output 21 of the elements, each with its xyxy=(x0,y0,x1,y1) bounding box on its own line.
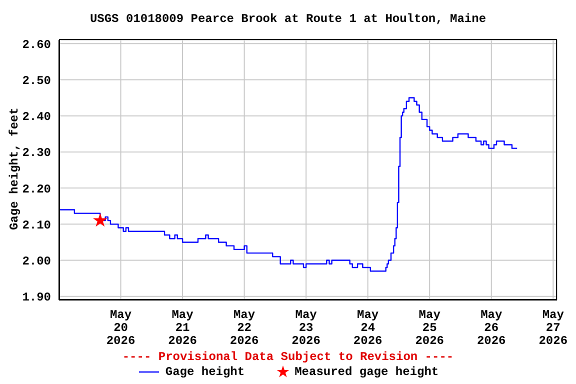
y-tick-label: 2.10 xyxy=(22,218,51,232)
y-axis-title: Gage height, feet xyxy=(7,108,22,230)
y-tick-label: 2.50 xyxy=(22,74,51,88)
x-tick-label: May 26 2026 xyxy=(476,308,506,348)
x-tick-label: May 24 2026 xyxy=(353,308,382,348)
x-tick-label: May 25 2026 xyxy=(415,308,444,348)
x-tick-label: May 20 2026 xyxy=(106,308,136,348)
y-tick-label: 2.40 xyxy=(22,110,51,124)
x-tick-label: May 23 2026 xyxy=(292,308,320,348)
y-tick-label: 2.00 xyxy=(22,254,51,269)
x-tick-label: May 27 2026 xyxy=(538,308,568,348)
y-tick-label: 1.90 xyxy=(22,290,51,305)
y-tick-label: 2.20 xyxy=(22,182,51,196)
legend-label: Measured gage height xyxy=(294,365,439,379)
y-tick-label: 2.60 xyxy=(22,38,51,52)
legend-label: Gage height xyxy=(165,365,245,379)
text: ---- Provisional Data Subject to Revision ---- xyxy=(121,350,455,364)
x-tick-label: May 22 2026 xyxy=(230,308,259,348)
x-tick-label: May 21 2026 xyxy=(168,308,197,348)
chart-title: USGS 01018009 Pearce Brook at Route 1 at Houlton, Maine xyxy=(88,12,488,26)
y-tick-label: 2.30 xyxy=(22,146,51,160)
